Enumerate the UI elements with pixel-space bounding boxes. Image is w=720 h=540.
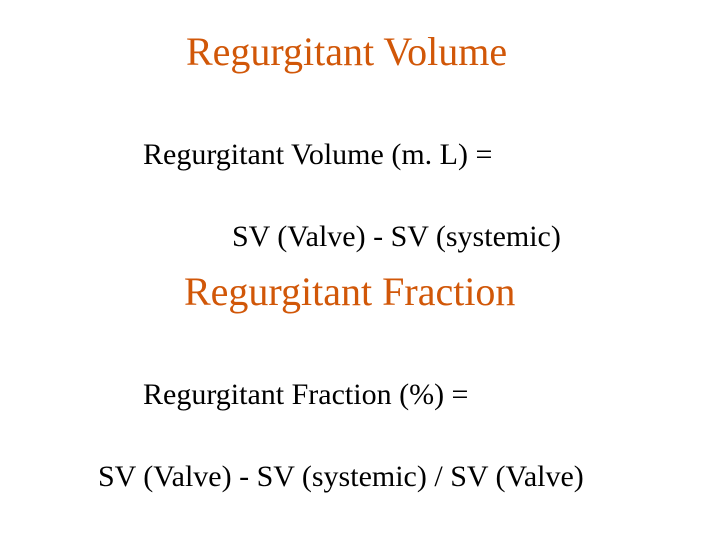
section1-line1: Regurgitant Volume (m. L) = bbox=[98, 104, 561, 206]
section1-line1-suffix: ) = bbox=[458, 138, 492, 171]
section2-line2: SV (Valve) - SV (systemic) / SV (Valve) bbox=[98, 460, 584, 494]
heading-regurgitant-fraction: Regurgitant Fraction bbox=[184, 268, 515, 315]
section1-body: Regurgitant Volume (m. L) = SV (Valve) -… bbox=[98, 104, 561, 254]
section2-body: Regurgitant Fraction (%) = SV (Valve) - … bbox=[98, 344, 584, 494]
section1-line1-unit: m. L bbox=[401, 138, 458, 171]
section2-line1: Regurgitant Fraction (%) = bbox=[98, 344, 584, 446]
section2-line1-unit: % bbox=[409, 378, 434, 411]
slide-container: Regurgitant Volume Regurgitant Volume (m… bbox=[0, 0, 720, 540]
section1-line1-prefix: Regurgitant Volume ( bbox=[143, 138, 401, 171]
section2-line1-prefix: Regurgitant Fraction ( bbox=[143, 378, 409, 411]
heading-regurgitant-volume: Regurgitant Volume bbox=[186, 28, 507, 75]
section1-line2: SV (Valve) - SV (systemic) bbox=[98, 220, 561, 254]
section2-line1-suffix: ) = bbox=[434, 378, 468, 411]
